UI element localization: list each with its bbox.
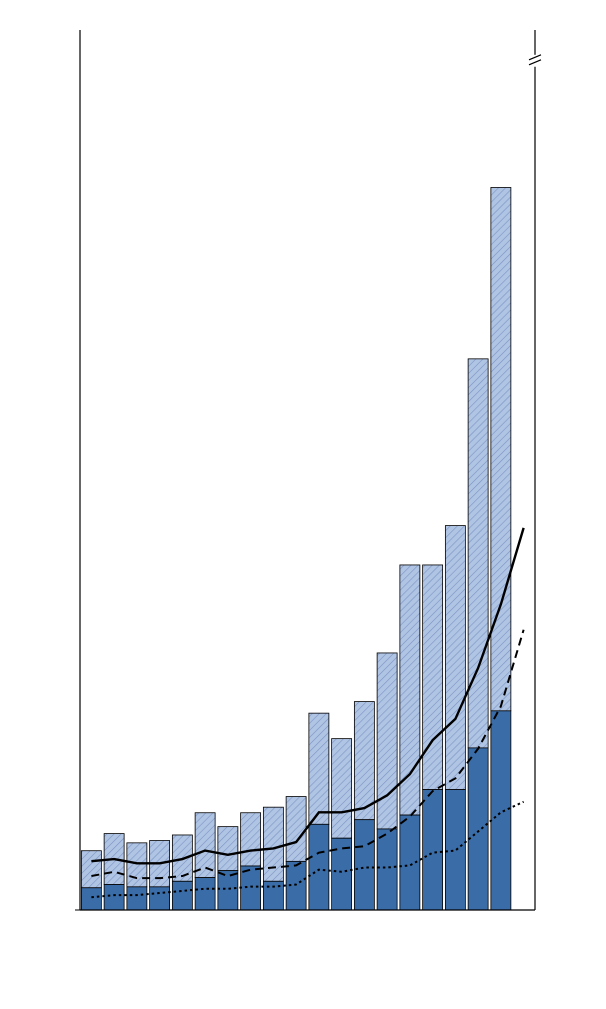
bar-segment-a — [332, 739, 352, 839]
bar-segment-b — [468, 748, 488, 910]
bar-segment-a — [218, 827, 238, 871]
bar-segment-a — [309, 713, 329, 824]
bar-segment-a — [445, 526, 465, 790]
bar-segment-a — [468, 359, 488, 748]
bar-segment-b — [218, 871, 238, 910]
bar-segment-b — [423, 790, 443, 910]
chart-svg — [0, 0, 606, 1009]
bar-segment-a — [195, 813, 215, 878]
bar-segment-a — [241, 813, 261, 866]
bar-segment-a — [263, 807, 283, 881]
bar-segment-a — [354, 702, 374, 820]
bar-segment-a — [400, 565, 420, 815]
bar-segment-a — [127, 843, 147, 887]
bar-segment-a — [377, 653, 397, 829]
bar-segment-b — [445, 790, 465, 910]
bar-segment-b — [491, 711, 511, 910]
bar-segment-b — [263, 881, 283, 910]
bar-segment-b — [150, 887, 170, 910]
bar-segment-b — [81, 888, 101, 910]
bar-segment-a — [81, 851, 101, 888]
bar-segment-a — [423, 565, 443, 790]
bar-segment-b — [195, 878, 215, 910]
bar-segment-b — [377, 829, 397, 910]
bar-segment-b — [354, 820, 374, 910]
bar-segment-a — [286, 797, 306, 862]
bar-segment-b — [309, 824, 329, 910]
influenza-chart — [0, 0, 606, 1009]
bar-segment-b — [172, 881, 192, 910]
bar-segment-b — [127, 887, 147, 910]
bar-segment-b — [104, 885, 124, 910]
bar-segment-a — [491, 187, 511, 710]
